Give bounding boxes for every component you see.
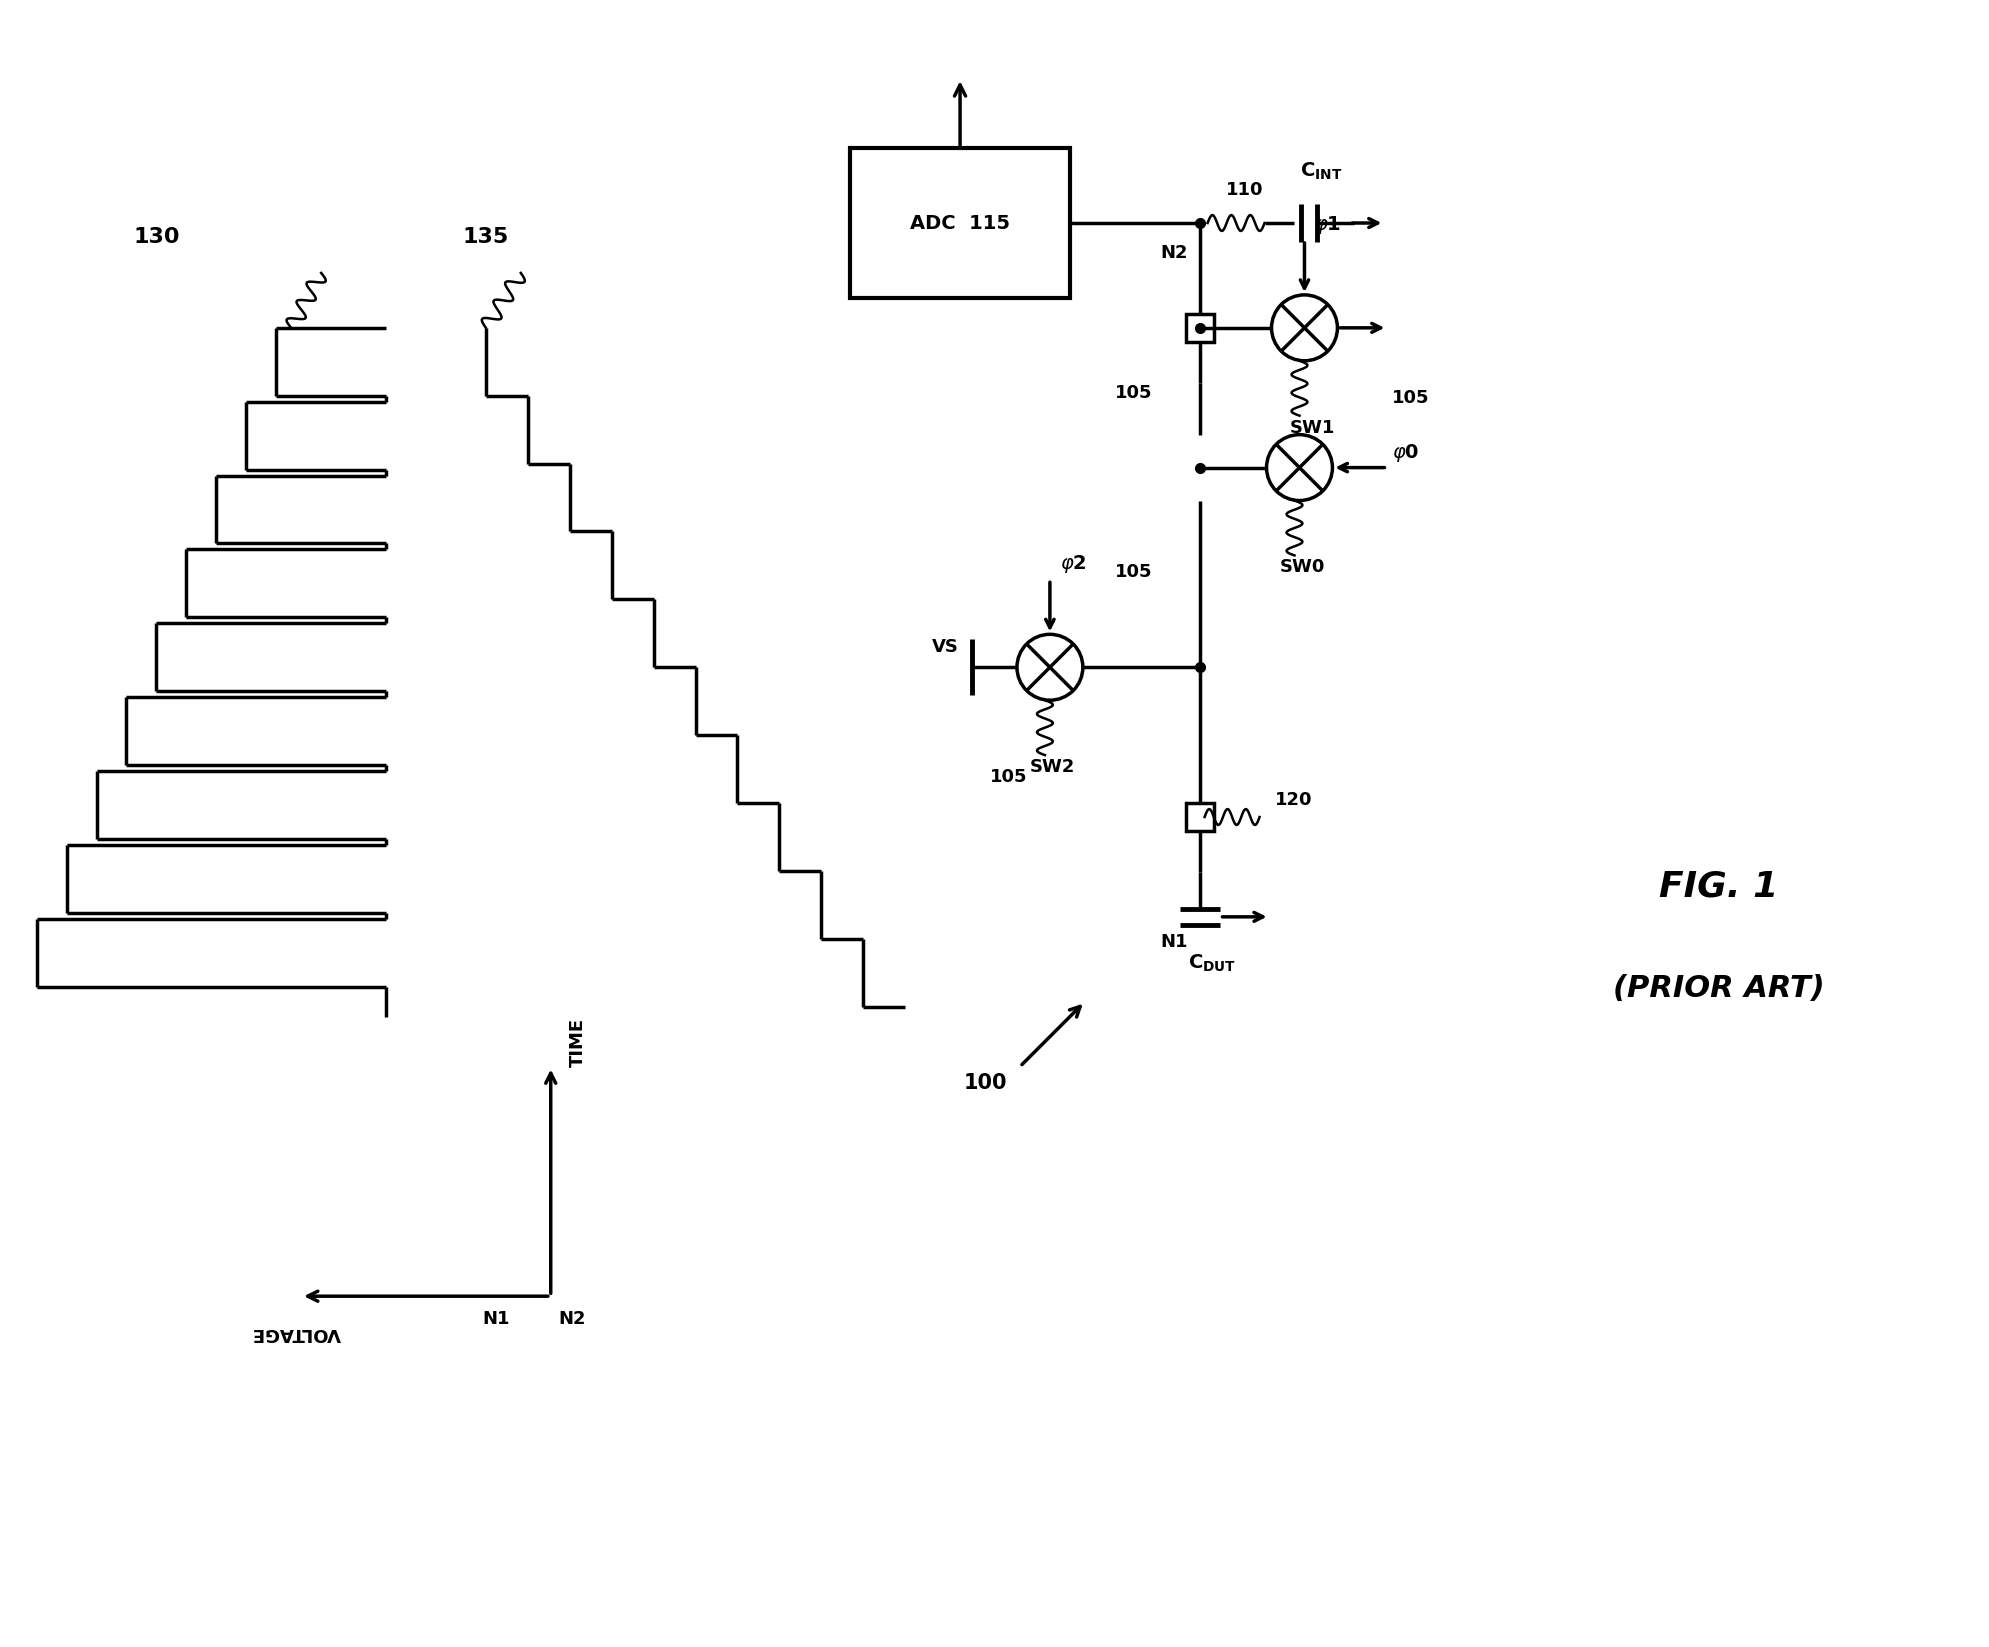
Text: 105: 105: [1392, 389, 1430, 407]
Text: SW2: SW2: [1030, 758, 1076, 776]
Text: 130: 130: [133, 227, 179, 247]
Bar: [1185, 315, 1213, 343]
Bar: [1185, 804, 1213, 832]
Text: 100: 100: [963, 1072, 1006, 1092]
Text: TIME: TIME: [569, 1018, 587, 1067]
Text: N1: N1: [481, 1309, 509, 1327]
Text: 120: 120: [1275, 791, 1313, 809]
Text: VS: VS: [933, 639, 959, 656]
Text: SW0: SW0: [1279, 558, 1325, 576]
Text: $\varphi$1: $\varphi$1: [1315, 214, 1341, 236]
Text: ADC  115: ADC 115: [911, 214, 1010, 232]
Text: 105: 105: [1114, 384, 1152, 402]
Text: VOLTAGE: VOLTAGE: [253, 1324, 340, 1342]
Text: N2: N2: [559, 1309, 587, 1327]
Text: (PRIOR ART): (PRIOR ART): [1613, 973, 1824, 1003]
Text: FIG. 1: FIG. 1: [1659, 870, 1778, 904]
Text: 105: 105: [991, 768, 1028, 786]
Text: $\mathbf{C_{INT}}$: $\mathbf{C_{INT}}$: [1301, 161, 1343, 183]
Text: 110: 110: [1225, 181, 1263, 199]
Bar: [849, 148, 1070, 298]
Text: $\mathbf{C_{DUT}}$: $\mathbf{C_{DUT}}$: [1187, 952, 1235, 973]
Text: N2: N2: [1160, 244, 1187, 262]
Text: SW1: SW1: [1289, 418, 1335, 436]
Text: $\varphi$0: $\varphi$0: [1392, 441, 1420, 463]
Text: $\varphi$2: $\varphi$2: [1060, 553, 1086, 575]
Text: 135: 135: [463, 227, 509, 247]
Text: 105: 105: [1114, 563, 1152, 581]
Text: N1: N1: [1160, 932, 1187, 950]
